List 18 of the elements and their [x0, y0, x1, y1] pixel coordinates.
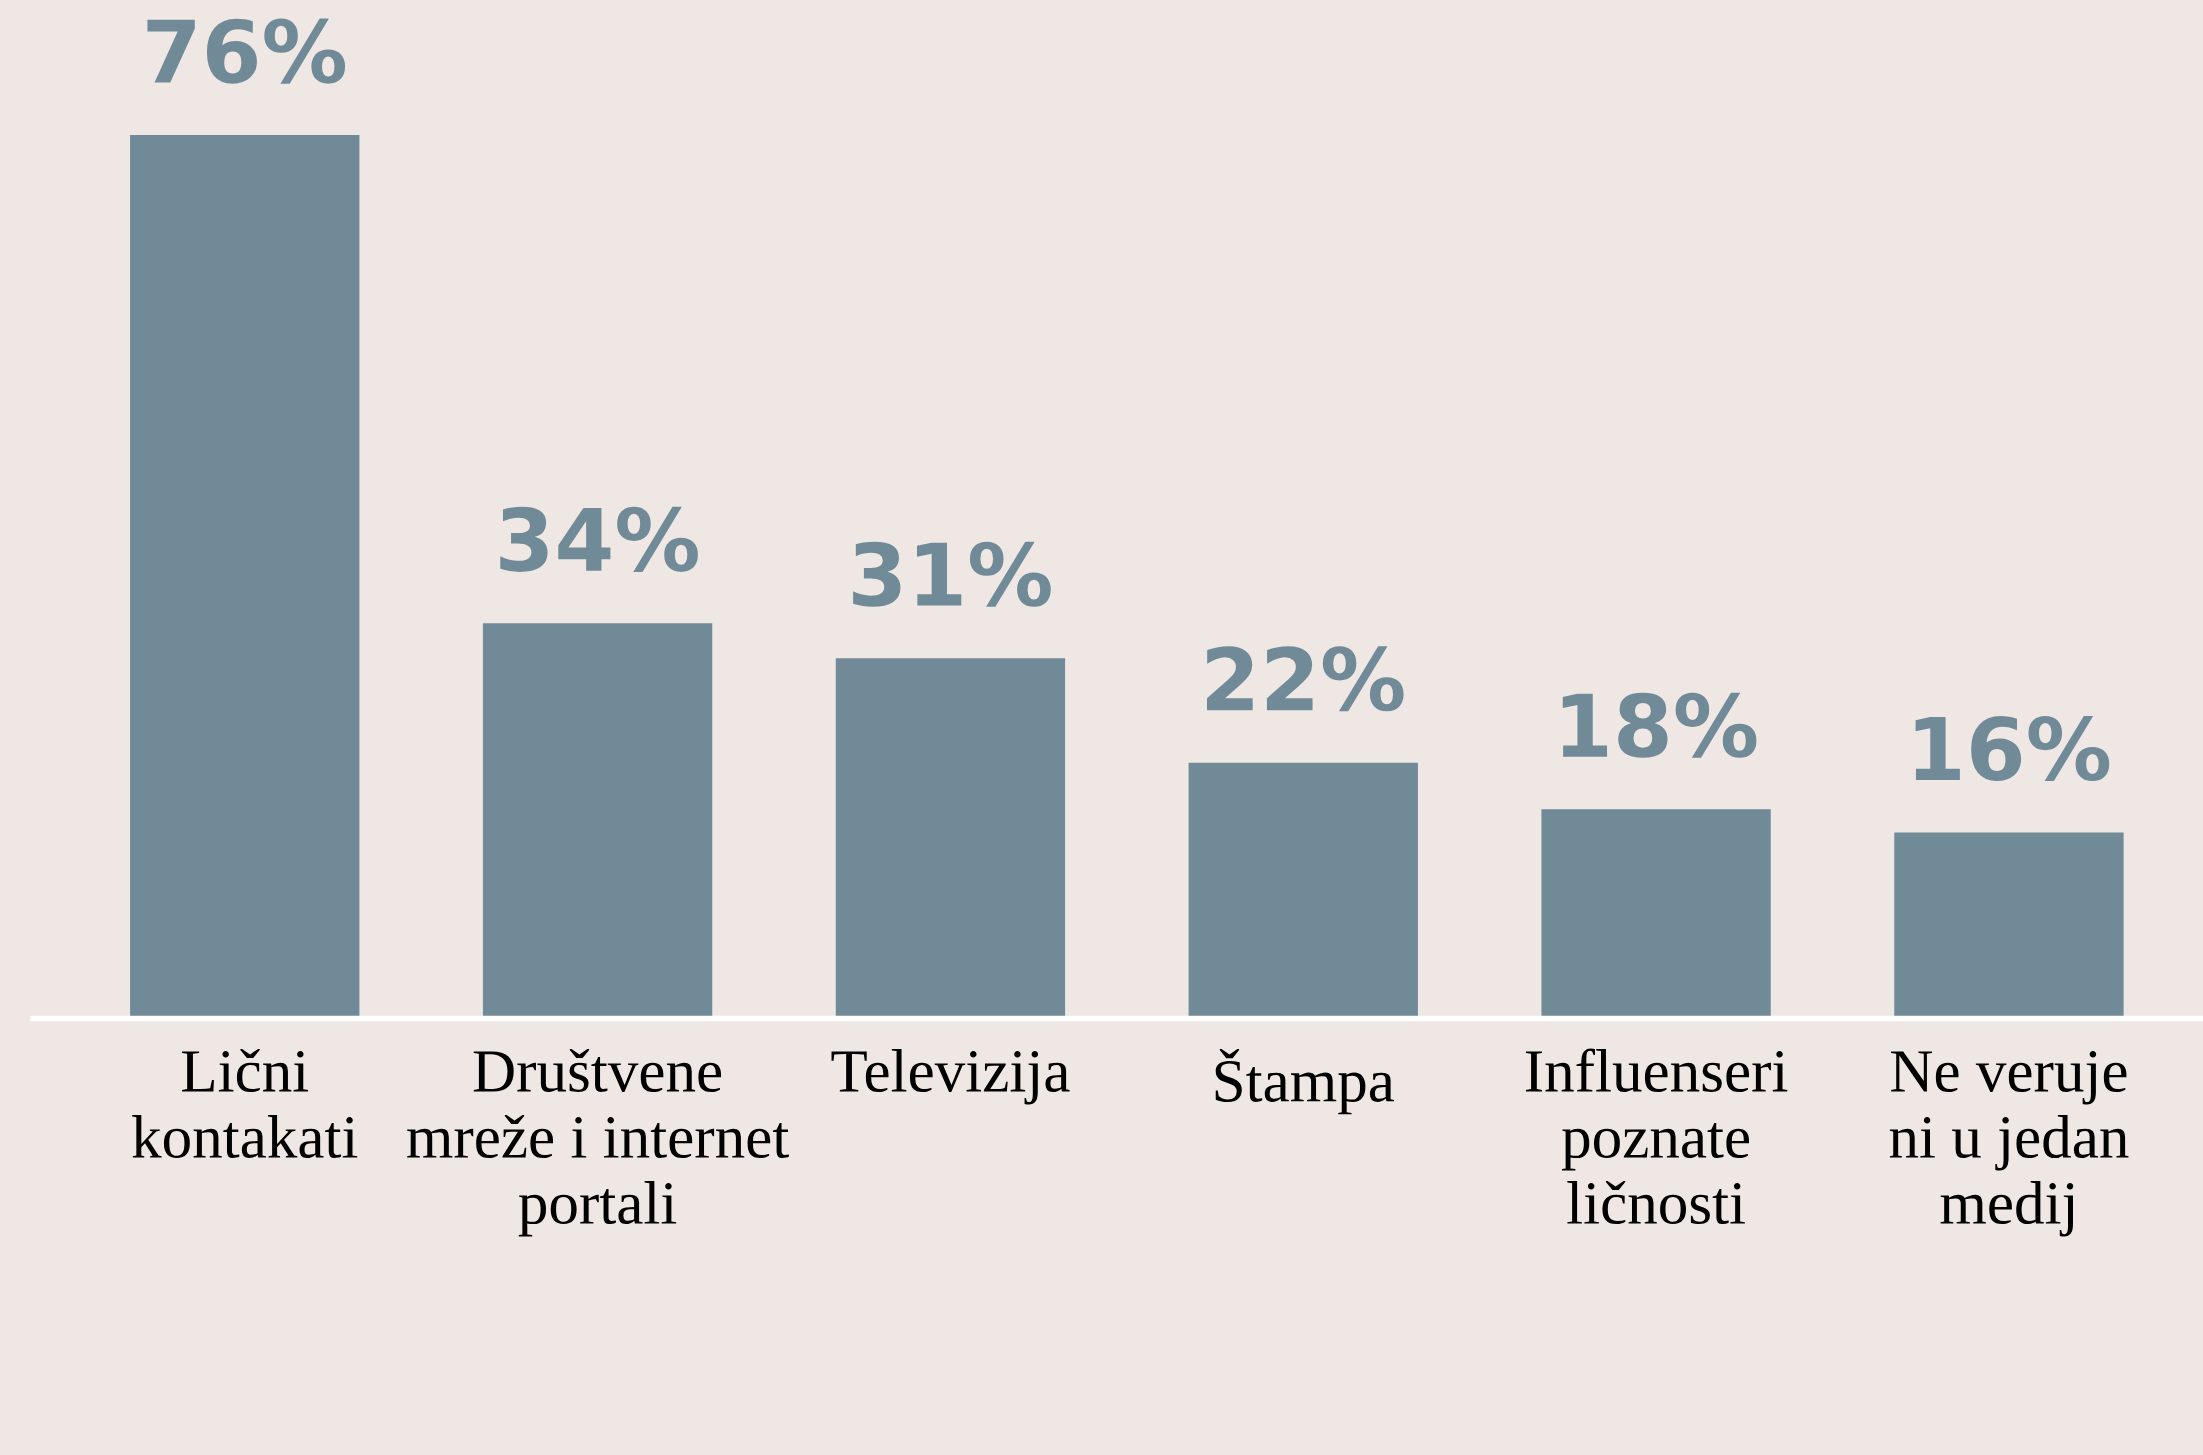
bar [1894, 832, 2124, 1019]
x-tick-label: Štampa [1215, 1049, 1395, 1115]
bar [1188, 762, 1418, 1019]
data-label: 76% [147, 18, 346, 84]
data-label: 34% [500, 506, 698, 572]
x-tick-label: Influenseri poznate ličnosti [1525, 1048, 1788, 1225]
x-tick-label: Televizija [831, 1049, 1070, 1105]
bar [482, 623, 713, 1019]
data-label: 31% [853, 541, 1051, 607]
data-label: 22% [1207, 646, 1404, 712]
x-tick-label: Društvene mreže i internet portali [407, 1048, 789, 1237]
data-label: 16% [1915, 715, 2110, 782]
x-tick-label: Ne veruje ni u jedan medij [1889, 1050, 2129, 1237]
x-tick-label: Lični kontakati [132, 1048, 358, 1159]
bar [835, 658, 1066, 1019]
data-label: 18% [1562, 692, 1757, 758]
bar [130, 135, 360, 1019]
bar [1541, 809, 1771, 1019]
